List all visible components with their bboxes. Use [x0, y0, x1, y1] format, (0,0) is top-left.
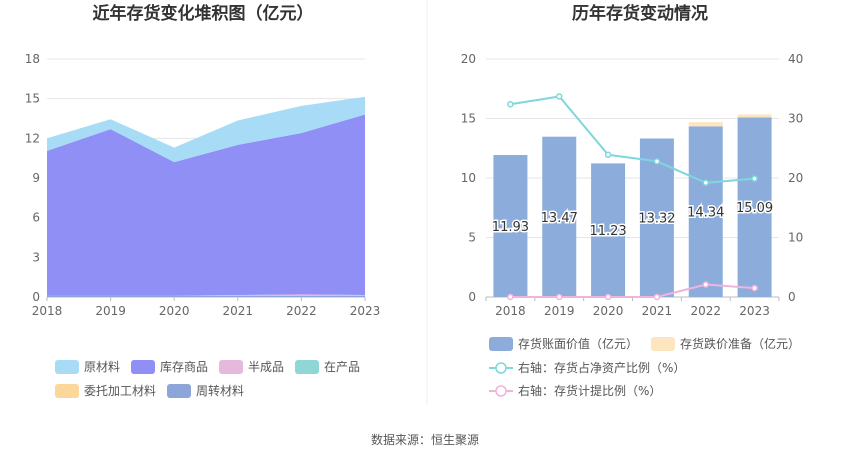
x-tick-label: 2019 [95, 304, 126, 318]
legend-marker[interactable] [495, 385, 507, 397]
line-point[interactable] [604, 151, 612, 159]
x-tick-label: 2018 [32, 304, 63, 318]
legend-label: 原材料 [84, 360, 120, 374]
line-point[interactable] [507, 100, 514, 108]
bar-book-value[interactable] [591, 163, 626, 297]
x-tick-label: 2020 [159, 304, 190, 318]
legend-label: 右轴：存货计提比例（%） [518, 383, 661, 398]
bar-impairment[interactable] [688, 122, 723, 127]
area-series [47, 294, 365, 296]
area-series [47, 96, 365, 163]
line-point[interactable] [751, 175, 758, 182]
bar-value-label: 13.47 [541, 211, 578, 226]
x-tick-label: 2018 [495, 304, 526, 318]
bar-book-value[interactable] [493, 155, 528, 297]
bar-value-label: 13.32 [638, 212, 675, 227]
x-tick-label: 2021 [223, 304, 254, 318]
legend-label: 委托加工材料 [84, 384, 156, 398]
line-point[interactable] [751, 284, 758, 292]
line-point[interactable] [556, 93, 563, 100]
y2-tick-label: 40 [788, 52, 803, 66]
x-tick-label: 2022 [690, 304, 721, 318]
legend-label: 半成品 [248, 360, 284, 374]
line-point[interactable] [702, 179, 709, 187]
area-series [47, 295, 365, 297]
bar-line-chart: 0 5 10 15 20 0 10 20 30 40 2018 2019 2020 2021 2022 202… [461, 52, 804, 318]
line-point[interactable] [556, 293, 563, 301]
line-point[interactable] [604, 293, 612, 301]
line-series [510, 95, 755, 184]
x-tick-label: 2021 [642, 304, 673, 318]
legend-label: 右轴：存货占净资产比例（%） [518, 360, 685, 375]
area-series [47, 114, 365, 296]
right-legend[interactable]: 存货账面价值（亿元） 存货跌价准备（亿元） 右轴：存货占净资产比例（%） 右轴：存货计… [489, 336, 800, 398]
y2-tick-label: 30 [788, 112, 803, 126]
legend-label: 周转材料 [196, 383, 244, 398]
stacked-area-chart: 0 3 6 9 12 15 18 2018 2019 2020 2021 2022 2023 [25, 52, 381, 318]
bar-value-label: 11.93 [492, 220, 529, 235]
y-tick-label: 18 [25, 52, 40, 66]
legend-swatch[interactable] [651, 337, 675, 351]
line-point[interactable] [653, 293, 661, 301]
bar-book-value[interactable] [737, 117, 772, 297]
legend-swatch[interactable] [131, 360, 155, 374]
line-point[interactable] [507, 293, 514, 301]
y-tick-label: 6 [32, 211, 40, 225]
legend-swatch[interactable] [295, 360, 319, 374]
legend-swatch[interactable] [219, 360, 243, 374]
y-tick-label: 3 [32, 250, 40, 264]
line-point[interactable] [653, 158, 661, 165]
y-tick-label: 15 [461, 112, 476, 126]
x-tick-label: 2023 [739, 304, 770, 318]
bar-book-value[interactable] [688, 126, 723, 297]
y-tick-label: 9 [32, 171, 40, 185]
right-chart-title: 历年存货变动情况 [572, 3, 708, 24]
legend-marker[interactable] [495, 362, 507, 374]
x-tick-label: 2023 [350, 304, 381, 318]
bar-value-label: 11.23 [589, 224, 626, 239]
bar-value-label: 14.34 [687, 206, 724, 221]
legend-swatch[interactable] [167, 384, 191, 398]
legend-label: 在产品 [324, 360, 360, 374]
x-tick-label: 2019 [544, 304, 575, 318]
y-tick-label: 12 [25, 131, 40, 145]
legend-label: 存货跌价准备（亿元） [680, 336, 800, 351]
bar-book-value[interactable] [639, 138, 674, 297]
x-tick-label: 2020 [593, 304, 624, 318]
legend-swatch[interactable] [55, 360, 79, 374]
left-chart-title: 近年存货变化堆积图（亿元） [93, 3, 314, 24]
x-tick-label: 2022 [286, 304, 317, 318]
y-tick-label: 20 [461, 52, 476, 66]
y2-tick-label: 20 [788, 171, 803, 185]
y-tick-label: 0 [32, 290, 40, 304]
y-tick-label: 5 [468, 231, 476, 245]
legend-swatch[interactable] [55, 384, 79, 398]
bar-book-value[interactable] [542, 136, 577, 297]
legend-swatch[interactable] [489, 337, 513, 351]
y2-tick-label: 0 [788, 290, 796, 304]
line-series [510, 283, 755, 298]
bar-value-label: 15.09 [736, 201, 773, 216]
line-point[interactable] [702, 281, 709, 288]
y2-tick-label: 10 [788, 231, 803, 245]
y-tick-label: 15 [25, 92, 40, 106]
legend-label: 库存商品 [160, 359, 208, 374]
bar-impairment[interactable] [737, 114, 772, 118]
legend-label: 存货账面价值（亿元） [518, 336, 638, 351]
y-tick-label: 0 [468, 290, 476, 304]
data-source: 数据来源：恒生聚源 [371, 432, 479, 447]
y-tick-label: 10 [461, 171, 476, 185]
